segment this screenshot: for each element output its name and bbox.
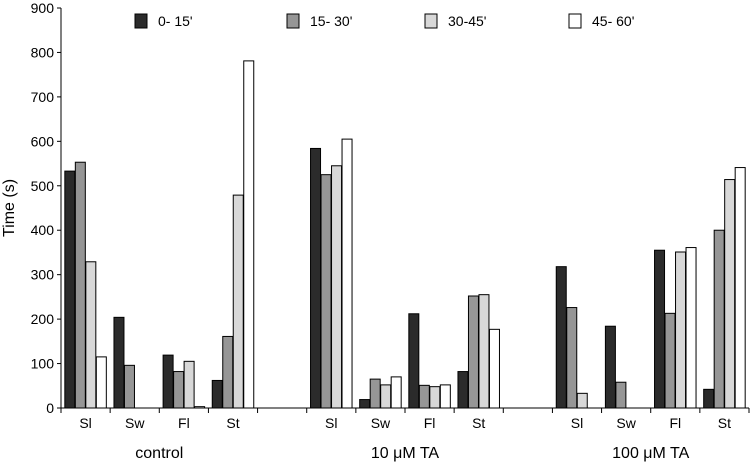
legend-label: 15- 30' (310, 13, 352, 29)
bar (615, 381, 627, 409)
bar (457, 371, 469, 409)
group-label: 10 μM TA (371, 445, 440, 462)
bar (222, 335, 234, 409)
bar (703, 388, 715, 409)
legend-label: 0- 15' (158, 13, 193, 29)
bar (310, 147, 322, 409)
y-tick-label: 900 (31, 0, 55, 16)
y-tick-label: 600 (31, 133, 55, 149)
bar (123, 364, 135, 409)
bar (243, 60, 255, 409)
bar (439, 384, 451, 409)
y-tick-label: 300 (31, 267, 55, 283)
bar (390, 376, 402, 409)
bar (85, 261, 97, 409)
bar (341, 138, 353, 409)
bar (467, 295, 479, 409)
x-tick-label: St (226, 415, 239, 431)
bar (724, 179, 736, 409)
x-tick-label: St (472, 415, 485, 431)
y-tick-label: 500 (31, 178, 55, 194)
y-tick-label: 200 (31, 311, 55, 327)
x-tick-label: Sl (79, 415, 91, 431)
group-label: 100 μM TA (612, 445, 689, 462)
x-tick-label: Sw (125, 415, 145, 431)
bar (211, 379, 223, 409)
y-tick-label: 100 (31, 356, 55, 372)
bar (664, 312, 676, 409)
x-tick-label: Sl (571, 415, 583, 431)
bar (113, 316, 125, 409)
bar (74, 161, 86, 409)
legend-swatch (424, 13, 438, 29)
legend-swatch (568, 13, 582, 29)
x-tick-label: Sl (325, 415, 337, 431)
x-tick-label: Fl (178, 415, 190, 431)
legend-swatch (134, 13, 148, 29)
y-tick-label: 700 (31, 89, 55, 105)
x-tick-label: Sw (616, 415, 636, 431)
bar (429, 386, 441, 409)
bar (369, 378, 381, 409)
group-label: control (135, 445, 183, 462)
bar (654, 249, 666, 409)
bar (604, 325, 616, 409)
x-axis: Sl Sw Fl St Sl Sw Fl St Sl Sw Fl St control 10 μM TA 1… (60, 407, 750, 462)
bar (488, 328, 500, 409)
bar (380, 384, 392, 409)
y-tick-label: 800 (31, 44, 55, 60)
bar (331, 165, 343, 409)
legend-label: 30-45' (448, 13, 486, 29)
legend: 0- 15' 15- 30' 30-45' 45- 60' (134, 13, 634, 29)
bar (675, 251, 687, 409)
bar (320, 174, 332, 409)
bar (555, 266, 567, 409)
bar (232, 194, 244, 409)
bar (408, 313, 420, 409)
bar (162, 354, 174, 409)
x-tick-label: Fl (424, 415, 436, 431)
x-tick-label: Fl (669, 415, 681, 431)
bar (566, 307, 578, 409)
bar (183, 360, 195, 409)
bar (734, 167, 746, 409)
bars (64, 60, 746, 409)
bar (173, 371, 185, 409)
legend-label: 45- 60' (592, 13, 634, 29)
bar (95, 356, 107, 409)
bar (418, 384, 430, 409)
y-tick-label: 0 (46, 400, 54, 416)
y-axis-label: Time (s) (1, 179, 18, 237)
bar (478, 294, 490, 409)
x-tick-label: Sw (371, 415, 391, 431)
bar (713, 229, 725, 409)
y-axis: 0 100 200 300 400 500 600 700 800 900 (31, 0, 62, 416)
bar (359, 399, 371, 409)
bar (685, 247, 697, 409)
bar (576, 392, 588, 409)
y-tick-label: 400 (31, 222, 55, 238)
x-tick-label: St (718, 415, 731, 431)
legend-swatch (286, 13, 300, 29)
bar (64, 170, 76, 409)
